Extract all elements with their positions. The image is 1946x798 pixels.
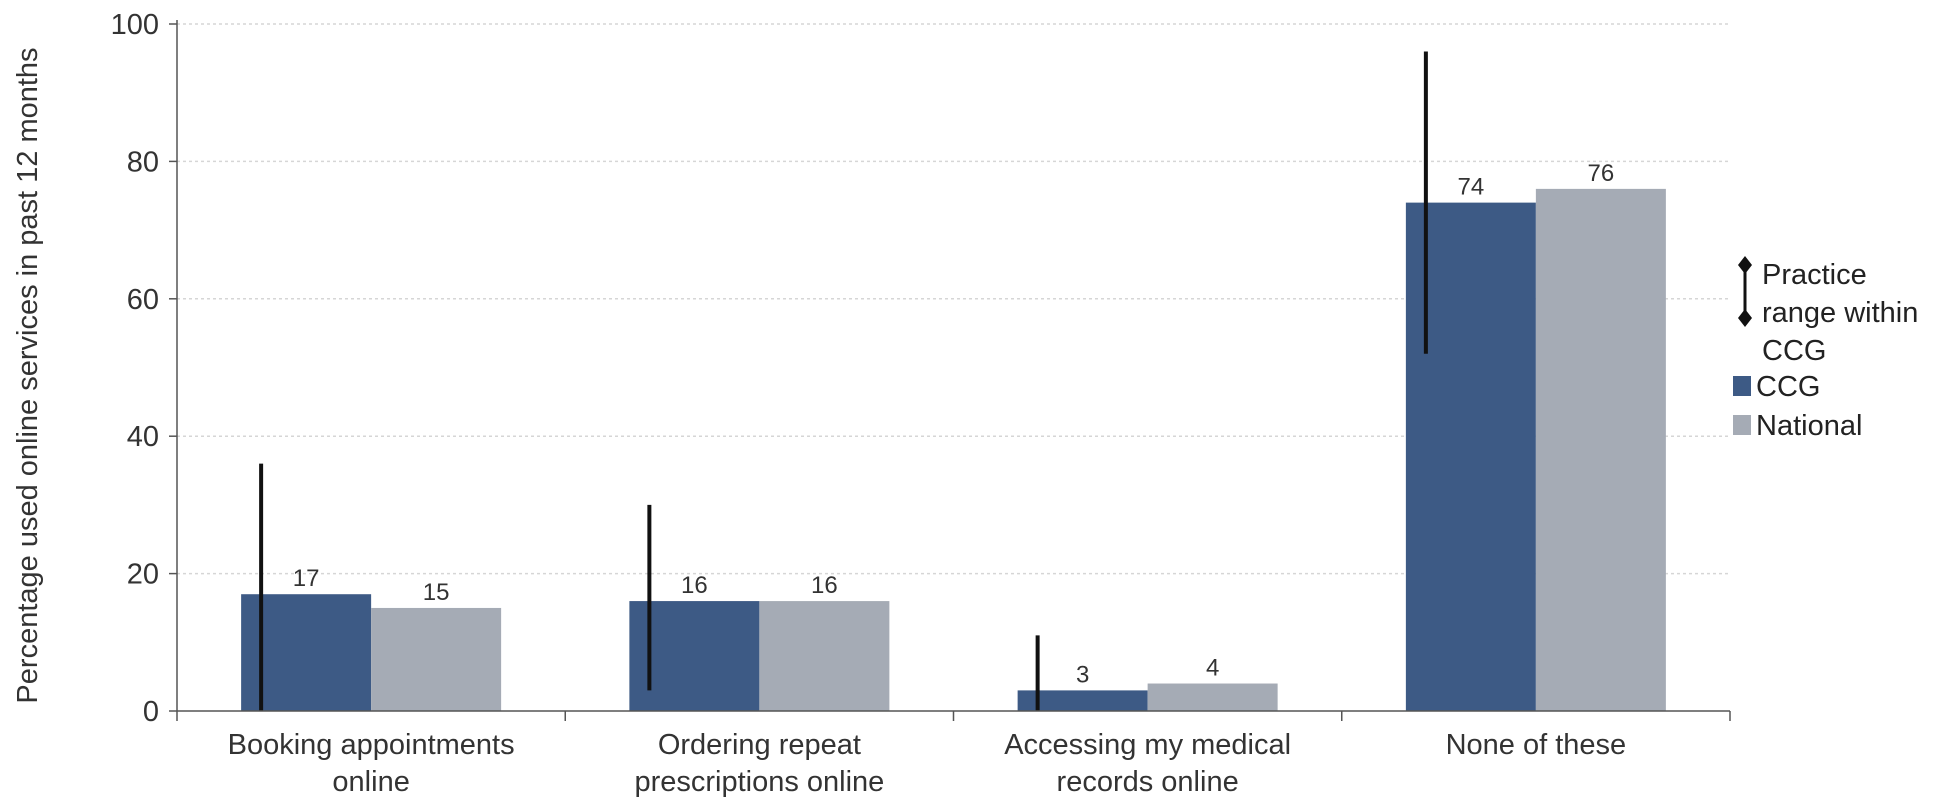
y-axis-label: Percentage used online services in past …: [12, 47, 44, 703]
bar-ccg-2: [1017, 690, 1148, 711]
bar-national-1: [759, 601, 890, 711]
legend-range-label: range within: [1762, 297, 1918, 329]
y-tick-label: 100: [111, 9, 159, 41]
value-label-national-1: 16: [811, 572, 838, 599]
x-category-label: prescriptions online: [634, 766, 884, 798]
y-tick-label: 20: [127, 559, 159, 591]
x-category-label: Ordering repeat: [658, 729, 861, 761]
value-label-national-2: 4: [1206, 655, 1219, 682]
value-label-ccg-2: 3: [1076, 661, 1089, 688]
x-category-label: Accessing my medical: [1004, 729, 1291, 761]
legend-range-label: CCG: [1762, 335, 1826, 367]
value-label-ccg-3: 74: [1458, 174, 1485, 201]
legend: Practice range within CCG CCG National: [1733, 256, 1918, 442]
bar-national-3: [1535, 188, 1666, 711]
x-category-label: Booking appointments: [228, 729, 515, 761]
value-labels: 17 15 16 16 3 4 74 76: [293, 160, 1614, 689]
value-label-national-0: 15: [423, 579, 450, 606]
legend-label-national: National: [1756, 410, 1862, 442]
legend-swatch-national: [1733, 415, 1751, 435]
bar-national-0: [371, 607, 502, 711]
legend-range-bottom-marker: [1738, 309, 1752, 327]
bars: [241, 188, 1666, 711]
gridlines: [177, 23, 1730, 575]
legend-range-label: Practice: [1762, 259, 1867, 291]
value-label-national-3: 76: [1588, 160, 1615, 187]
y-tick-label: 80: [127, 146, 159, 178]
y-tick-label: 60: [127, 284, 159, 316]
x-category-label: online: [332, 766, 409, 798]
value-label-ccg-0: 17: [293, 565, 320, 592]
bar-national-2: [1147, 683, 1278, 711]
practice-range-lines: [259, 51, 1428, 711]
x-category-label: records online: [1057, 766, 1239, 798]
legend-range-top-marker: [1738, 256, 1752, 274]
axes: 0 20 40 60 80 100 Booking appointments online Or…: [111, 9, 1731, 798]
y-tick-label: 40: [127, 421, 159, 453]
y-tick-label: 0: [143, 696, 159, 728]
legend-label-ccg: CCG: [1756, 371, 1820, 403]
legend-swatch-ccg: [1733, 376, 1751, 396]
value-label-ccg-1: 16: [681, 572, 708, 599]
x-category-label: None of these: [1446, 729, 1627, 761]
